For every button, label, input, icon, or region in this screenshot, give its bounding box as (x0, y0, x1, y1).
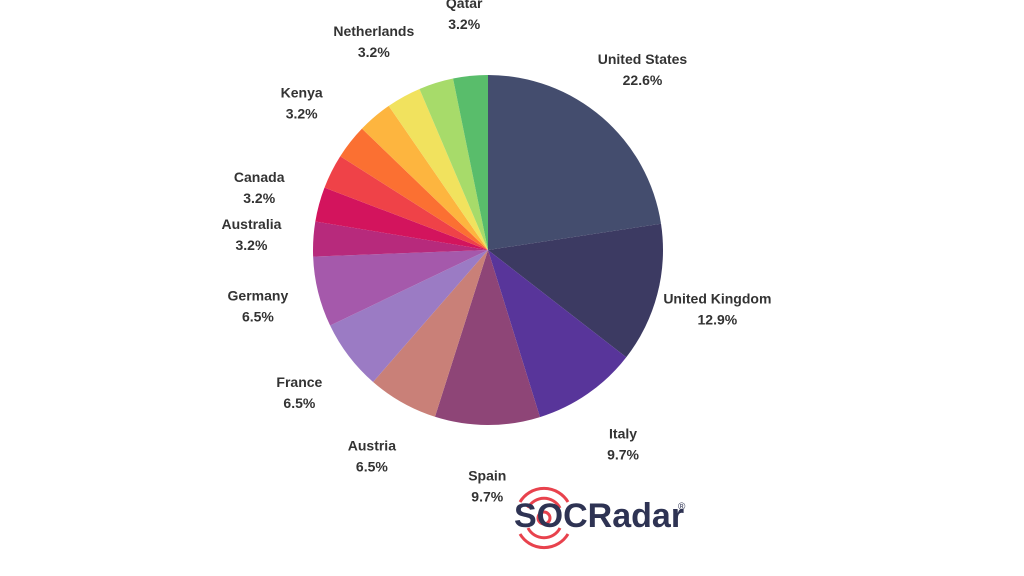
pie-slice (488, 223, 663, 358)
value-label: 3.2% (448, 16, 480, 32)
value-label: 22.6% (623, 72, 663, 88)
logo-icon (518, 486, 570, 550)
value-label: 3.2% (243, 190, 275, 206)
pie-slice (313, 250, 488, 326)
pie-slice (324, 156, 488, 250)
slice-label: Netherlands (333, 23, 414, 39)
value-label: 3.2% (236, 237, 268, 253)
value-label: 12.9% (698, 311, 738, 327)
slice-label: Australia (222, 216, 282, 232)
pie-slice (434, 250, 540, 426)
slice-label: Italy (609, 425, 637, 441)
pie-slice (315, 187, 488, 250)
slice-label: Germany (228, 287, 289, 303)
pie-slice (340, 128, 488, 250)
pie-slice (361, 105, 488, 250)
logo-mark: ® (678, 502, 686, 513)
pie-slice (453, 75, 488, 250)
logo-text: SOCRadar (514, 497, 684, 535)
slice-label: Austria (348, 437, 396, 453)
pie-slice (373, 250, 488, 417)
value-label: 9.7% (471, 489, 503, 505)
slice-label: United States (598, 51, 688, 67)
value-label: 6.5% (242, 308, 274, 324)
slice-label: United Kingdom (663, 290, 771, 306)
value-label: 6.5% (283, 395, 315, 411)
value-label: 3.2% (358, 44, 390, 60)
slice-label: Kenya (281, 84, 323, 100)
pie-slice (419, 78, 488, 251)
value-label: 3.2% (286, 105, 318, 121)
pie-slice (488, 250, 627, 418)
value-label: 9.7% (607, 446, 639, 462)
slice-label: Canada (234, 169, 285, 185)
pie-slice (330, 250, 488, 382)
slice-label: Qatar (446, 0, 483, 11)
pie-slice (388, 88, 488, 250)
slice-label: Spain (468, 468, 506, 484)
value-label: 6.5% (356, 458, 388, 474)
slice-label: France (276, 374, 322, 390)
logo: SOCRadar ® (514, 486, 686, 550)
pie-slice (488, 75, 662, 250)
pie-slice (312, 221, 488, 257)
